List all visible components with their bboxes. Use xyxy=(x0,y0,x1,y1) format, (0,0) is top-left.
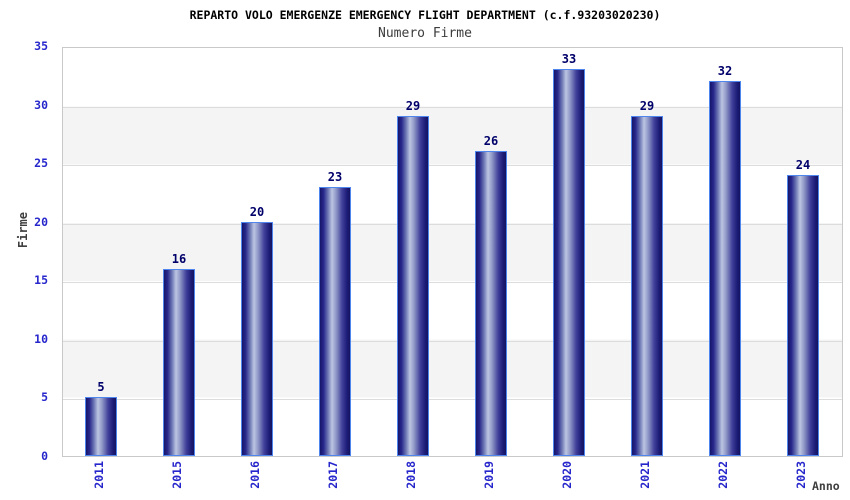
gridline xyxy=(63,399,842,401)
bar xyxy=(241,222,273,456)
bar-group-2011: 5 xyxy=(85,46,117,456)
bar-value-label: 32 xyxy=(717,64,733,78)
x-tick-label: 2011 xyxy=(92,461,106,489)
bar-value-label: 20 xyxy=(249,205,265,219)
y-tick-label: 35 xyxy=(34,39,48,53)
bar-group-2018: 29 xyxy=(397,46,429,456)
bar-value-label: 16 xyxy=(171,252,187,266)
bar-value-label: 29 xyxy=(405,99,421,113)
x-tick-label: 2018 xyxy=(404,461,418,489)
bar xyxy=(631,116,663,456)
bar-group-2019: 26 xyxy=(475,46,507,456)
x-tick-label: 2019 xyxy=(482,461,496,489)
gridline xyxy=(63,282,842,284)
gridline xyxy=(63,223,842,225)
bar-value-label: 33 xyxy=(561,52,577,66)
bar-value-label: 24 xyxy=(795,158,811,172)
bar xyxy=(85,397,117,456)
y-tick-label: 20 xyxy=(34,214,48,229)
y-tick-label: 15 xyxy=(34,273,48,288)
gridline xyxy=(63,165,842,167)
x-tick-label: 2021 xyxy=(638,461,652,489)
x-tick-label: 2022 xyxy=(716,461,730,489)
plot-area: 5 16 20 23 29 26 33 29 32 24 xyxy=(62,47,843,457)
y-tick-label: 10 xyxy=(34,331,48,346)
y-tick-label: 30 xyxy=(34,97,48,112)
chart-title: REPARTO VOLO EMERGENZE EMERGENCY FLIGHT … xyxy=(189,8,661,22)
y-tick-label: 25 xyxy=(34,156,48,171)
bar-value-label: 5 xyxy=(97,380,105,394)
bar-group-2016: 20 xyxy=(241,46,273,456)
bar xyxy=(553,69,585,456)
x-tick-label: 2015 xyxy=(170,461,184,489)
bar xyxy=(709,81,741,456)
bar-value-label: 23 xyxy=(327,170,343,184)
bar-group-2021: 29 xyxy=(631,46,663,456)
bar-group-2022: 32 xyxy=(709,46,741,456)
bar-group-2017: 23 xyxy=(319,46,351,456)
bar-group-2020: 33 xyxy=(553,46,585,456)
x-tick-label: 2023 xyxy=(794,461,808,489)
bar xyxy=(163,269,195,456)
bar xyxy=(787,175,819,456)
y-tick-label: 5 xyxy=(41,390,48,405)
y-tick-label: 0 xyxy=(41,449,48,463)
bar-value-label: 29 xyxy=(639,99,655,113)
x-tick-label: 2020 xyxy=(560,461,574,489)
x-axis-title: Anno xyxy=(812,479,840,493)
bar-group-2015: 16 xyxy=(163,46,195,456)
bar xyxy=(319,187,351,456)
bar-value-label: 26 xyxy=(483,134,499,148)
gridline xyxy=(63,106,842,108)
chart-subtitle: Numero Firme xyxy=(378,26,472,41)
gridline xyxy=(63,340,842,342)
x-tick-label: 2017 xyxy=(326,461,340,489)
x-tick-label: 2016 xyxy=(248,461,262,489)
bar-group-2023: 24 xyxy=(787,46,819,456)
bar xyxy=(397,116,429,456)
bar xyxy=(475,151,507,456)
